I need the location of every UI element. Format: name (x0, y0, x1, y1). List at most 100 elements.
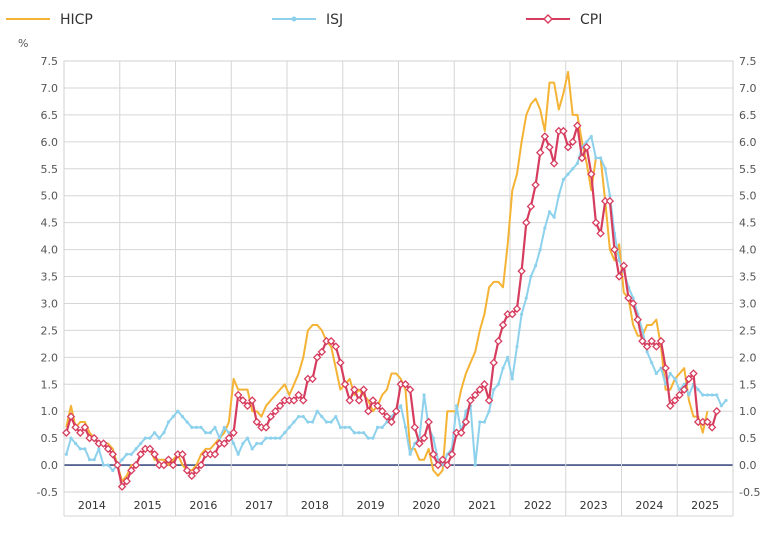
y-tick-label-right: 4.5 (739, 217, 757, 230)
data-point-cpi (266, 412, 275, 421)
legend-marker (543, 14, 553, 24)
data-point-isj (478, 420, 482, 424)
y-tick-label-left: 3.0 (41, 297, 59, 310)
data-point-cpi (145, 444, 155, 454)
data-point-isj (496, 382, 500, 386)
x-tick-label: 2018 (301, 499, 329, 512)
data-point-cpi (299, 396, 308, 405)
data-point-isj (362, 431, 366, 435)
data-point-cpi (568, 137, 577, 147)
data-point-isj (380, 425, 384, 429)
data-point-isj (208, 431, 212, 435)
data-point-isj (594, 156, 598, 160)
data-point-isj (190, 425, 194, 429)
data-point-isj (589, 134, 593, 139)
data-point-cpi (591, 218, 601, 227)
data-point-cpi (136, 450, 145, 459)
chart-grid (63, 60, 734, 516)
data-point-isj (306, 420, 310, 424)
data-point-isj (506, 355, 510, 359)
data-point-cpi (703, 417, 712, 427)
data-point-isj (571, 167, 575, 171)
data-point-cpi (429, 450, 438, 459)
data-point-cpi (684, 374, 694, 384)
data-point-cpi (642, 342, 652, 351)
data-point-isj (148, 436, 152, 440)
data-point-cpi (610, 245, 619, 254)
data-point-cpi (638, 336, 647, 346)
legend-item-cpi: CPI (526, 12, 602, 28)
data-point-cpi (540, 132, 550, 141)
data-point-isj (464, 409, 468, 413)
data-point-cpi (498, 320, 508, 330)
data-point-isj (557, 194, 561, 198)
data-point-cpi (382, 412, 392, 421)
data-point-isj (297, 414, 301, 419)
data-point-isj (139, 441, 143, 446)
data-point-isj (83, 447, 87, 451)
y-tick-label-left: 0.5 (41, 432, 59, 445)
data-point-isj (431, 436, 435, 440)
data-point-isj (352, 431, 356, 435)
data-point-isj (357, 431, 361, 435)
data-point-isj (645, 350, 649, 354)
data-point-isj (510, 377, 514, 381)
data-point-isj (236, 452, 240, 456)
data-point-cpi (336, 358, 345, 367)
data-point-isj (273, 436, 277, 440)
data-point-isj (310, 420, 315, 424)
data-point-cpi (247, 396, 257, 405)
y-tick-label-right: 7.0 (739, 82, 757, 95)
data-point-isj (171, 414, 175, 419)
data-point-isj (515, 344, 519, 349)
data-point-isj (408, 452, 412, 456)
data-point-isj (74, 441, 78, 446)
data-point-isj (399, 404, 403, 408)
data-point-isj (561, 177, 566, 182)
data-point-isj (343, 425, 347, 429)
data-point-isj (134, 447, 138, 451)
data-point-isj (222, 425, 226, 429)
y-tick-label-right: 7.5 (739, 55, 757, 68)
data-point-isj (659, 366, 663, 370)
data-point-cpi (364, 406, 373, 416)
data-point-isj (552, 215, 556, 219)
data-point-isj (650, 361, 654, 365)
data-point-cpi (559, 126, 568, 136)
data-point-isj (162, 431, 166, 435)
data-point-isj (315, 409, 319, 413)
y-tick-label-right: 2.0 (739, 351, 757, 364)
data-point-isj (524, 296, 528, 300)
data-point-isj (199, 425, 203, 429)
data-point-isj (617, 258, 621, 262)
data-point-cpi (187, 471, 196, 481)
data-point-isj (231, 441, 236, 446)
data-point-isj (454, 404, 459, 408)
data-point-cpi (508, 309, 517, 319)
data-point-isj (575, 161, 579, 165)
data-point-cpi (317, 347, 327, 357)
data-point-cpi (340, 380, 350, 389)
chart-series (62, 70, 728, 491)
data-point-cpi (233, 390, 243, 400)
data-point-cpi (433, 460, 443, 470)
data-point-cpi (415, 439, 424, 448)
data-point-isj (640, 328, 645, 332)
data-point-cpi (517, 266, 526, 276)
data-point-cpi (475, 385, 485, 394)
data-point-cpi (461, 417, 471, 427)
data-point-cpi (666, 401, 675, 411)
data-point-cpi (71, 423, 80, 432)
y-tick-label-right: 0.5 (739, 432, 757, 445)
x-tick-label: 2015 (134, 499, 162, 512)
data-point-isj (259, 441, 264, 446)
data-point-cpi (419, 433, 429, 443)
data-point-isj (538, 247, 542, 252)
data-point-cpi (168, 460, 178, 470)
data-point-isj (366, 436, 370, 440)
data-point-cpi (229, 428, 238, 437)
data-point-cpi (624, 293, 633, 303)
data-point-isj (106, 463, 110, 467)
data-point-isj (227, 431, 231, 435)
data-point-isj (241, 441, 245, 446)
